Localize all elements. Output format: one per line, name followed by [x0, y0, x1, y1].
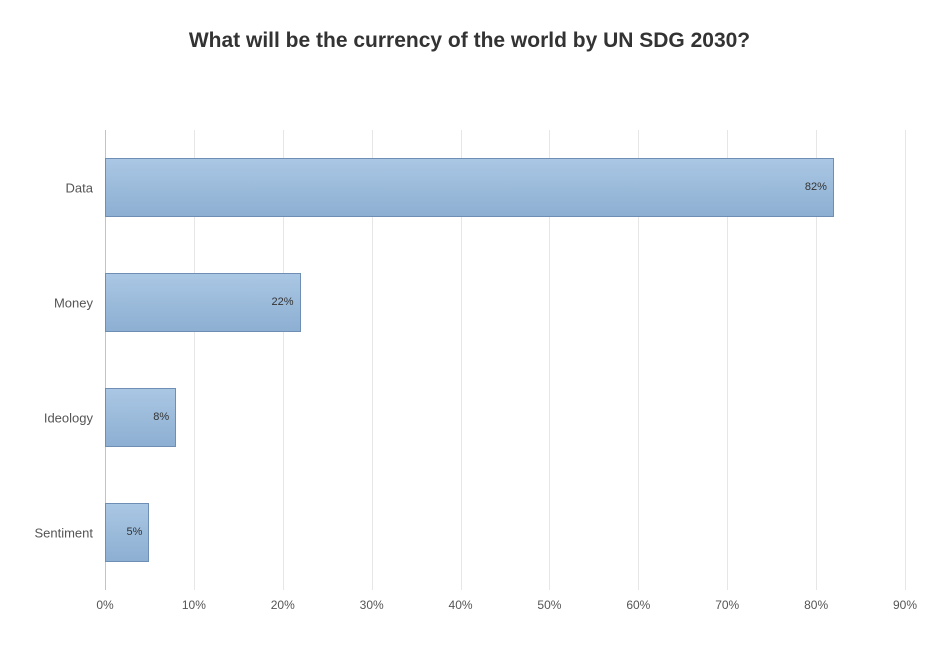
bar: 82% — [105, 158, 834, 218]
chart-container: What will be the currency of the world b… — [0, 0, 939, 645]
y-tick-label: Sentiment — [34, 525, 105, 540]
x-tick-label: 50% — [537, 598, 561, 612]
bar: 8% — [105, 388, 176, 448]
x-tick-label: 0% — [96, 598, 113, 612]
bar: 5% — [105, 503, 149, 563]
bar-value-label: 5% — [127, 526, 143, 538]
x-tick-label: 90% — [893, 598, 917, 612]
x-tick-label: 40% — [449, 598, 473, 612]
bar-value-label: 22% — [272, 296, 294, 308]
x-tick-label: 80% — [804, 598, 828, 612]
bar-value-label: 8% — [153, 411, 169, 423]
x-tick-label: 10% — [182, 598, 206, 612]
bar-value-label: 82% — [805, 181, 827, 193]
chart-title: What will be the currency of the world b… — [0, 28, 939, 54]
gridline — [905, 130, 906, 590]
x-tick-label: 60% — [626, 598, 650, 612]
x-tick-label: 70% — [715, 598, 739, 612]
bar: 22% — [105, 273, 301, 333]
x-tick-label: 30% — [360, 598, 384, 612]
y-tick-label: Ideology — [44, 410, 105, 425]
plot-area: 0%10%20%30%40%50%60%70%80%90%Data82%Mone… — [105, 130, 905, 590]
y-tick-label: Data — [66, 180, 105, 195]
x-tick-label: 20% — [271, 598, 295, 612]
y-tick-label: Money — [54, 295, 105, 310]
